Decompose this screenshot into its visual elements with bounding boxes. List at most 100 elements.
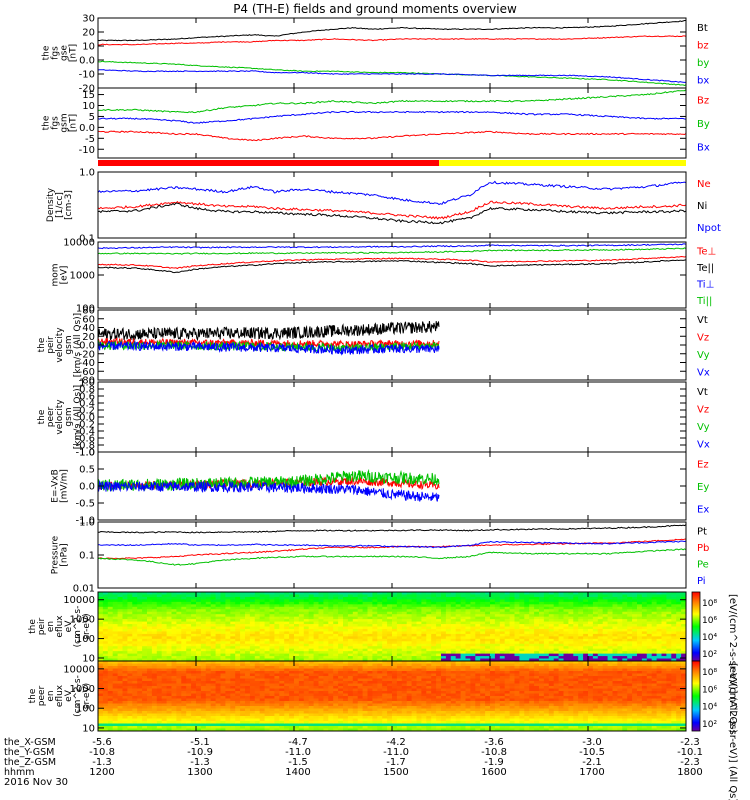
spectrogram-cell (294, 671, 300, 674)
spectrogram-cell (254, 688, 261, 692)
spectrogram-cell (176, 721, 182, 724)
spectrogram-cell (612, 606, 618, 610)
spectrogram-cell (436, 609, 442, 613)
spectrogram-cell (137, 698, 143, 702)
spectrogram-cell (161, 663, 168, 667)
spectrogram-cell (558, 599, 564, 603)
spectrogram-cell (156, 668, 163, 672)
spectrogram-cell (254, 621, 261, 625)
spectrogram-cell (112, 609, 119, 613)
spectrogram-cell (338, 631, 344, 635)
y-axis-label: gsm (64, 335, 74, 354)
spectrogram-cell (480, 609, 486, 613)
spectrogram-cell (303, 721, 310, 724)
spectrogram-cell (151, 646, 158, 650)
spectrogram-cell (543, 609, 550, 613)
spectrogram-cell (102, 604, 109, 608)
spectrogram-cell (485, 606, 491, 610)
spectrogram-cell (186, 681, 192, 684)
spectrogram-cell (676, 619, 682, 623)
spectrogram-cell (494, 614, 501, 618)
series-Vt (97, 321, 440, 342)
spectrogram-cell (607, 616, 613, 620)
spectrogram-cell (196, 599, 202, 603)
spectrogram-cell (372, 599, 378, 603)
spectrogram-cell (171, 678, 177, 682)
spectrogram-cell (597, 658, 604, 662)
spectrogram-cell (225, 656, 231, 660)
spectrogram-cell (122, 596, 128, 600)
spectrogram-cell (490, 636, 496, 640)
spectrogram-cell (583, 643, 589, 647)
spectrogram-cell (235, 686, 241, 689)
spectrogram-cell (298, 641, 305, 645)
spectrogram-cell (548, 626, 555, 630)
spectrogram-cell (289, 686, 295, 689)
spectrogram-cell (578, 611, 584, 615)
spectrogram-cell (122, 663, 128, 667)
spectrogram-cell (578, 631, 584, 635)
spectrogram-cell (98, 718, 104, 722)
spectrogram-cell (147, 624, 153, 627)
spectrogram-cell (671, 633, 677, 637)
spectrogram-cell (191, 643, 197, 647)
spectrogram-cell (137, 678, 143, 682)
spectrogram-cell (112, 673, 119, 677)
spectrogram-cell (401, 614, 408, 618)
spectrogram-cell (264, 641, 270, 645)
spectrogram-cell (641, 601, 648, 605)
spectrogram-cell (117, 633, 123, 637)
spectrogram-cell (632, 626, 638, 630)
legend-Ez: Ez (697, 459, 709, 470)
spectrogram-cell (196, 594, 202, 598)
spectrogram-cell (681, 651, 687, 655)
spectrogram-cell (401, 638, 408, 642)
spectrogram-cell (161, 614, 168, 618)
spectrogram-cell (147, 728, 153, 732)
spectrogram-cell (102, 628, 109, 632)
spectrogram-cell (132, 621, 138, 625)
spectrogram-cell (205, 711, 212, 714)
spectrogram-cell (573, 631, 579, 635)
spectrogram-cell (249, 678, 256, 682)
spectrogram-cell (259, 656, 266, 660)
spectrogram-cell (445, 633, 452, 637)
spectrogram-cell (142, 713, 148, 717)
spectrogram-cell (289, 594, 295, 598)
legend-Npot: Npot (697, 223, 721, 234)
spectrogram-cell (127, 604, 133, 608)
spectrogram-cell (485, 621, 491, 625)
spectrogram-cell (323, 638, 329, 642)
spectrogram-cell (612, 624, 618, 627)
spectrogram-cell (504, 658, 511, 662)
spectrogram-cell (137, 596, 143, 600)
spectrogram-cell (225, 696, 231, 699)
spectrogram-cell (352, 609, 359, 613)
spectrogram-cell (147, 703, 153, 707)
spectrogram-cell (186, 606, 192, 610)
spectrogram-cell (401, 648, 408, 652)
spectrogram-cell (558, 628, 564, 632)
spectrogram-cell (132, 683, 138, 687)
spectrogram-cell (151, 628, 158, 632)
spectrogram-cell (656, 626, 662, 630)
spectrogram-cell (534, 628, 540, 632)
spectrogram-cell (166, 626, 172, 630)
spectrogram-cell (465, 614, 471, 618)
spectrogram-cell (156, 708, 163, 712)
spectrogram-cell (382, 633, 388, 637)
spectrogram-cell (102, 641, 109, 645)
spectrogram-cell (641, 624, 648, 627)
spectrogram-cell (514, 628, 520, 632)
spectrogram-cell (406, 616, 413, 620)
spectrogram-cell (176, 661, 182, 664)
spectrogram-cell (127, 711, 133, 714)
spectrogram-cell (455, 592, 462, 595)
spectrogram-cell (548, 596, 555, 600)
spectrogram-cell (343, 651, 349, 655)
spectrogram-cell (230, 663, 236, 667)
spectrogram-cell (225, 633, 231, 637)
spectrogram-cell (372, 624, 378, 627)
spectrogram-cell (122, 671, 128, 674)
spectrogram-cell (289, 703, 295, 707)
